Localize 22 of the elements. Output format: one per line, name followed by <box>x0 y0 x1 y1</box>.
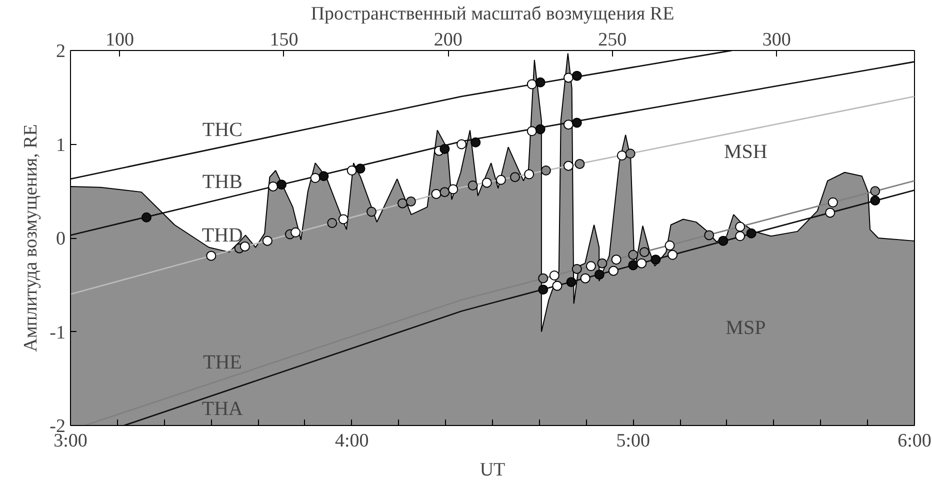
x2-tick-label: 100 <box>106 30 134 50</box>
y-tick-label: 1 <box>56 134 66 156</box>
series-label: THE <box>202 352 242 374</box>
y-tick-label: -1 <box>50 322 66 344</box>
x2-tick-label: 150 <box>270 30 298 50</box>
x-axis-title: UT <box>480 460 506 480</box>
x-tick-label: 6:00 <box>898 430 932 452</box>
x2-tick-label: 250 <box>598 30 627 50</box>
x-tick-label: 4:00 <box>334 430 369 452</box>
y-tick-label: 0 <box>56 228 66 250</box>
series-label: THD <box>202 224 243 247</box>
y-tick-label: 2 <box>56 41 66 62</box>
annotation: MSH <box>724 140 768 163</box>
series-label: THC <box>202 118 242 141</box>
series-label: THB <box>202 170 242 193</box>
x2-axis-title: Пространственный масштаб возмущения RE <box>310 4 674 24</box>
x2-tick-label: 300 <box>762 30 791 50</box>
series-label: THA <box>202 398 244 420</box>
x-tick-label: 5:00 <box>616 430 650 452</box>
annotation: MSP <box>726 317 766 339</box>
x2-tick-label: 200 <box>434 30 462 50</box>
y-axis-title: Амплитуда возмущения, RE <box>20 124 42 352</box>
